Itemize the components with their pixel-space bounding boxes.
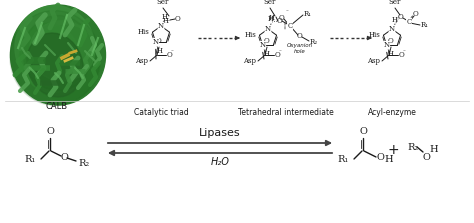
Text: H: H [388,50,394,58]
Ellipse shape [10,5,106,105]
Text: O: O [399,51,405,59]
Ellipse shape [29,21,94,81]
Text: O: O [279,14,285,22]
Text: Acyl-enzyme: Acyl-enzyme [367,108,417,117]
Ellipse shape [27,33,83,97]
Text: O: O [398,13,404,21]
Text: R₂: R₂ [407,142,418,151]
Text: H: H [157,47,163,55]
Text: H: H [264,50,270,58]
Text: N: N [383,41,390,49]
Text: O: O [60,153,68,161]
Text: H: H [429,145,438,155]
Text: Ser: Ser [264,0,276,6]
Text: N: N [389,25,395,33]
Text: O: O [277,17,283,25]
Text: R₁: R₁ [304,10,312,18]
Text: Lipases: Lipases [199,128,241,138]
Text: Asp: Asp [243,57,256,65]
Text: ⁻: ⁻ [403,50,406,56]
Text: O: O [167,51,173,59]
Text: +: + [387,143,399,157]
Text: Tetrahedral intermediate: Tetrahedral intermediate [238,108,334,117]
Text: N: N [260,41,266,49]
Ellipse shape [19,23,81,93]
Text: R₂: R₂ [78,159,89,167]
Ellipse shape [30,25,100,101]
Text: His: His [245,31,256,39]
Text: CALB: CALB [46,102,68,111]
Text: O: O [359,127,367,136]
Text: H: H [269,14,275,22]
Text: O: O [377,153,385,161]
Text: O: O [423,153,431,162]
Text: O: O [156,37,162,45]
Text: O: O [275,51,281,59]
Text: Oxyanion
hole: Oxyanion hole [287,43,313,54]
Text: N: N [265,25,271,33]
Text: H: H [392,16,398,24]
Ellipse shape [10,10,100,105]
Text: R₁: R₁ [421,21,429,29]
Text: O: O [413,10,419,18]
Text: His: His [369,31,381,39]
Text: O: O [388,37,394,45]
Text: O: O [297,32,303,40]
Text: H: H [384,155,392,165]
Text: R₁: R₁ [338,155,349,165]
Text: H: H [163,17,169,25]
Text: N: N [153,38,159,46]
Text: Ser: Ser [389,0,401,6]
Text: Asp: Asp [135,57,148,65]
Text: Catalytic triad: Catalytic triad [134,108,188,117]
Text: R₁: R₁ [25,155,36,165]
Text: H₂O: H₂O [210,157,229,167]
Text: Asp: Asp [367,57,380,65]
Ellipse shape [15,6,95,91]
Text: C: C [406,18,411,26]
Text: O: O [264,37,270,45]
Text: ⁻: ⁻ [171,50,174,56]
Text: C: C [287,22,292,30]
Text: Ser: Ser [157,0,169,6]
Text: N: N [158,22,164,30]
Text: ⁻: ⁻ [279,50,282,56]
Text: R₂: R₂ [310,38,318,46]
Text: ⁻: ⁻ [286,10,289,15]
Text: H: H [162,13,168,21]
Text: His: His [137,28,149,36]
Ellipse shape [23,16,93,91]
Text: O: O [46,127,54,136]
Text: H: H [268,15,274,23]
Text: O: O [175,15,181,23]
